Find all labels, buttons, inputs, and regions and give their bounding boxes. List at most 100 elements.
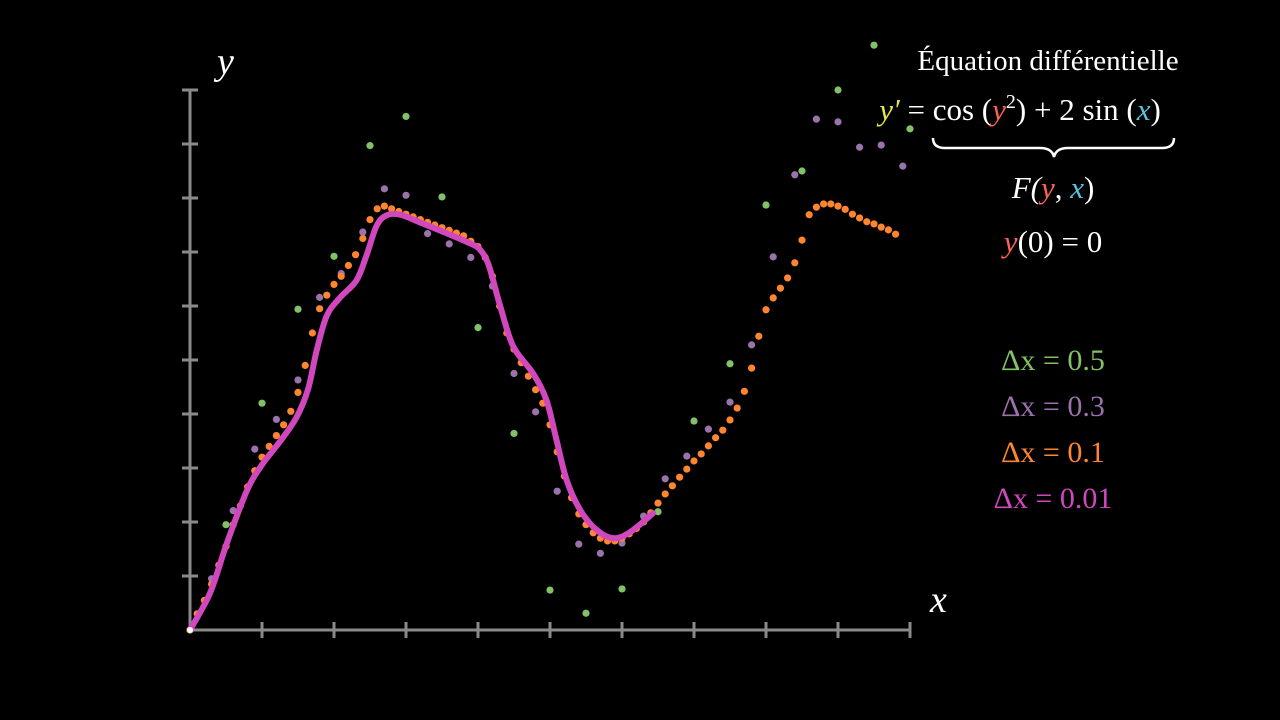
euler-point: [733, 404, 741, 412]
euler-point: [769, 294, 777, 302]
function-close: ): [1084, 170, 1094, 205]
differential-equation: y′ = cos (y2) + 2 sin (x): [876, 91, 1161, 127]
plot-area: [186, 41, 914, 634]
euler-point: [438, 193, 446, 201]
euler-point: [618, 585, 626, 593]
equation-x: x: [1136, 92, 1151, 127]
euler-point: [726, 416, 734, 424]
euler-point: [474, 324, 482, 332]
euler-point: [841, 205, 849, 213]
euler-point: [791, 259, 799, 267]
euler-point: [719, 426, 727, 434]
axes: [182, 88, 912, 638]
initial-value: (0) = 0: [1018, 224, 1103, 259]
euler-point: [323, 291, 331, 299]
euler-point: [294, 388, 302, 396]
euler-point: [388, 205, 396, 213]
initial-y: y: [1001, 224, 1018, 259]
euler-point: [704, 425, 713, 433]
euler-point: [366, 142, 374, 150]
series-0: [186, 41, 914, 634]
euler-point: [812, 115, 821, 123]
euler-point: [848, 210, 857, 218]
euler-point: [467, 253, 475, 261]
euler-point: [258, 399, 266, 407]
euler-point: [366, 216, 374, 224]
euler-point: [373, 205, 381, 213]
euler-point: [280, 421, 288, 429]
euler-point: [308, 329, 316, 337]
euler-point: [330, 280, 338, 288]
euler-point: [762, 306, 770, 314]
function-x: x: [1069, 170, 1084, 205]
euler-point: [294, 376, 302, 384]
euler-point: [424, 230, 432, 238]
euler-point: [798, 167, 806, 175]
euler-point: [402, 112, 410, 121]
euler-point: [798, 236, 806, 244]
euler-point: [510, 429, 518, 438]
euler-point: [510, 369, 518, 378]
euler-point: [445, 240, 453, 248]
y-prime: y′: [876, 92, 901, 127]
euler-point: [344, 261, 352, 270]
euler-point: [697, 450, 705, 458]
euler-point: [352, 251, 360, 259]
initial-condition: y(0) = 0: [1001, 224, 1102, 259]
euler-point: [812, 203, 821, 211]
euler-point: [726, 360, 734, 368]
euler-point: [877, 223, 885, 231]
y-axis-label: y: [213, 41, 234, 83]
euler-point: [834, 86, 842, 94]
function-comma: ,: [1055, 170, 1071, 205]
euler-point: [870, 41, 878, 49]
euler-point: [654, 499, 662, 507]
solution-curve: [187, 210, 656, 633]
euler-point: [791, 171, 799, 179]
euler-point: [272, 415, 280, 423]
euler-point: [582, 609, 590, 617]
euler-point: [683, 452, 691, 460]
euler-point: [380, 185, 388, 193]
underbrace: [931, 137, 1176, 158]
x-axis-label: x: [929, 579, 947, 621]
euler-point: [863, 218, 871, 226]
legend-dx-0.1: Δx = 0.1: [1001, 436, 1105, 469]
euler-point: [762, 201, 770, 209]
euler-point: [596, 549, 605, 557]
euler-point: [546, 586, 554, 594]
euler-point: [251, 445, 259, 453]
euler-point: [532, 408, 540, 416]
euler-point: [834, 202, 842, 210]
euler-point: [740, 387, 749, 395]
euler-point: [884, 226, 893, 234]
euler-point: [402, 191, 410, 199]
euler-point: [272, 432, 280, 440]
euler-point: [784, 274, 792, 282]
euler-point: [726, 398, 734, 406]
function-name: F(: [1011, 170, 1043, 205]
euler-point: [877, 141, 885, 149]
euler-point: [704, 442, 713, 450]
euler-point: [654, 508, 662, 516]
euler-point: [870, 220, 878, 228]
euler-point: [359, 228, 367, 236]
euler-point: [906, 125, 914, 133]
legend: Δx = 0.5 Δx = 0.3 Δx = 0.1 Δx = 0.01: [994, 344, 1113, 515]
equation-exponent: 2: [1006, 91, 1016, 113]
euler-point: [776, 284, 785, 292]
euler-point: [661, 490, 669, 498]
euler-point: [834, 118, 842, 126]
euler-point: [330, 252, 338, 260]
function-y: y: [1038, 170, 1055, 205]
equation-title: Équation différentielle: [917, 44, 1178, 77]
euler-point: [676, 473, 684, 481]
euler-point: [748, 341, 756, 349]
euler-point: [683, 465, 691, 473]
euler-point: [827, 200, 835, 208]
legend-dx-0.3: Δx = 0.3: [1001, 390, 1105, 423]
euler-point: [294, 305, 302, 313]
euler-point: [769, 253, 777, 261]
euler-point: [661, 475, 669, 483]
origin-point: [187, 627, 193, 633]
